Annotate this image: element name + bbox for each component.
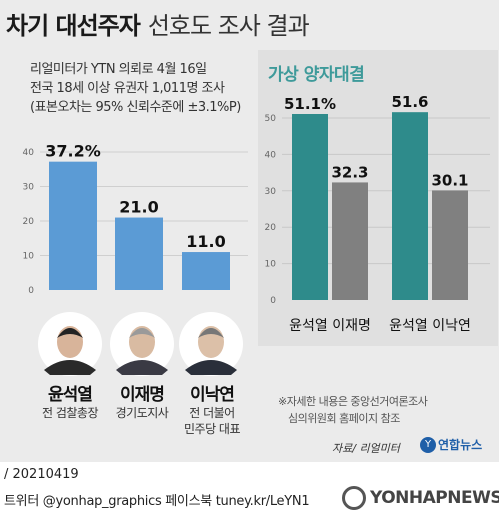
watermark-icon bbox=[342, 486, 366, 510]
portrait-hair bbox=[198, 328, 224, 338]
bar-value-label: 11.0 bbox=[186, 232, 225, 251]
title-sub: 선호도 조사 결과 bbox=[147, 12, 310, 40]
infographic-card: 차기 대선주자 선호도 조사 결과 리얼미터가 YTN 의뢰로 4월 16일 전… bbox=[0, 0, 499, 462]
candidate-role: 전 더불어 bbox=[189, 406, 235, 420]
candidate-caption: 이낙연 전 더불어 민주당 대표 bbox=[174, 380, 250, 437]
y-tick-label: 0 bbox=[270, 296, 276, 306]
x-category-label: 윤석열 이낙연 bbox=[389, 318, 471, 334]
source-line: (표본오차는 95% 신뢰수준에 ±3.1%P) bbox=[30, 100, 241, 115]
bar-value-label: 51.6 bbox=[391, 93, 428, 111]
bar bbox=[432, 190, 468, 300]
x-category-label: 윤석열 이재명 bbox=[289, 318, 371, 334]
y-tick-label: 30 bbox=[265, 187, 277, 197]
y-tick-label: 10 bbox=[23, 252, 35, 262]
portrait-shoulders bbox=[44, 360, 96, 375]
charts-svg: 0 10 20 30 40 37.2% 21.0 11.0 0 10 20 30 40 50 51.1% 32… bbox=[23, 93, 490, 376]
portrait-hair bbox=[129, 328, 155, 338]
bar-value-label: 30.1 bbox=[431, 171, 468, 189]
publish-date: / 20210419 bbox=[4, 467, 79, 482]
footnote-line: ※자세한 내용은 중앙선거여론조사 bbox=[278, 395, 428, 408]
y-tick-label: 10 bbox=[265, 260, 277, 270]
source-line: 전국 18세 이상 유권자 1,011명 조사 bbox=[30, 81, 225, 96]
page-title: 차기 대선주자 선호도 조사 결과 bbox=[6, 6, 310, 46]
bar bbox=[392, 112, 428, 301]
bar bbox=[292, 113, 328, 300]
data-credit: 자료/ 리얼미터 bbox=[332, 442, 400, 455]
bar bbox=[49, 161, 97, 290]
candidate-role: 전 검찰총장 bbox=[41, 406, 99, 420]
bar bbox=[115, 217, 163, 290]
portrait-hair bbox=[57, 328, 83, 338]
watermark-text: YONHAPNEWS bbox=[370, 488, 499, 508]
bar-value-label: 32.3 bbox=[331, 163, 368, 181]
y-tick-label: 30 bbox=[23, 183, 35, 193]
y-tick-label: 20 bbox=[265, 223, 277, 233]
candidate-caption: 이재명 경기도지사 bbox=[106, 380, 178, 421]
candidate-role: 민주당 대표 bbox=[183, 422, 241, 436]
y-tick-label: 40 bbox=[265, 150, 277, 160]
bar-value-label: 21.0 bbox=[119, 198, 158, 217]
bar-value-label: 37.2% bbox=[45, 142, 101, 161]
bar-value-label: 51.1% bbox=[284, 95, 336, 113]
watermark: YONHAPNEWS bbox=[342, 486, 499, 510]
portrait-shoulders bbox=[116, 360, 168, 375]
bar bbox=[332, 182, 368, 300]
candidate-name: 이낙연 bbox=[190, 385, 235, 405]
candidate-role: 경기도지사 bbox=[115, 406, 169, 420]
footnote: ※자세한 내용은 중앙선거여론조사 심의위원회 홈페이지 참조 bbox=[278, 393, 428, 427]
candidate-name: 윤석열 bbox=[48, 385, 93, 405]
y-tick-label: 50 bbox=[265, 114, 277, 124]
candidate-name: 이재명 bbox=[120, 385, 165, 405]
title-main: 차기 대선주자 bbox=[6, 12, 141, 40]
source-line: 리얼미터가 YTN 의뢰로 4월 16일 bbox=[30, 62, 207, 77]
matchup-title: 가상 양자대결 bbox=[268, 65, 365, 85]
logo-text: 연합뉴스 bbox=[438, 438, 483, 452]
logo-icon: Y bbox=[420, 436, 436, 453]
sns-info: 트위터 @yonhap_graphics 페이스북 tuney.kr/LeYN1 bbox=[4, 494, 310, 509]
y-tick-label: 0 bbox=[28, 286, 34, 296]
yonhap-logo: Y 연합뉴스 bbox=[420, 436, 482, 453]
survey-source: 리얼미터가 YTN 의뢰로 4월 16일 전국 18세 이상 유권자 1,011… bbox=[30, 60, 241, 117]
footnote-line: 심의위원회 홈페이지 참조 bbox=[288, 412, 400, 425]
y-tick-label: 40 bbox=[23, 148, 35, 158]
portrait-shoulders bbox=[185, 360, 237, 375]
bar bbox=[182, 252, 230, 290]
y-tick-label: 20 bbox=[23, 217, 35, 227]
candidate-caption: 윤석열 전 검찰총장 bbox=[34, 380, 106, 421]
